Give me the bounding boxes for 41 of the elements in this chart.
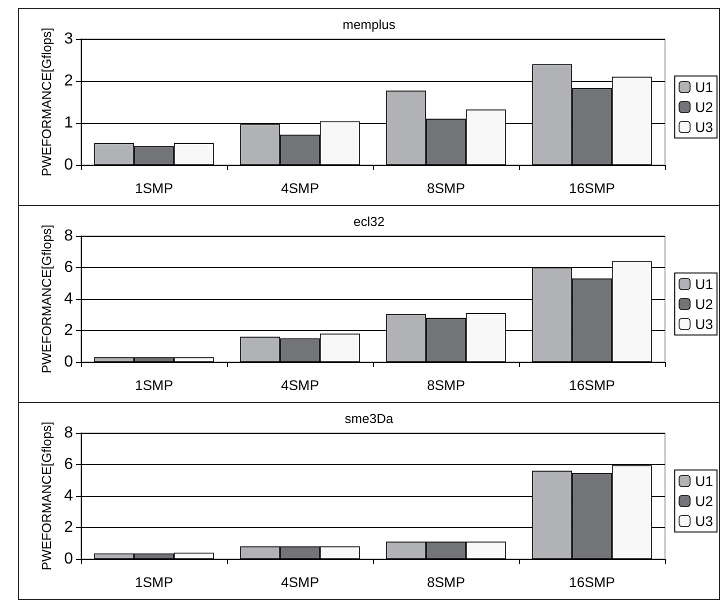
x-tick-label: 4SMP xyxy=(280,377,320,393)
x-tick-label: 16SMP xyxy=(569,574,615,590)
y-axis-title: PWEFORMANCE[Gflops] xyxy=(39,422,54,570)
y-axis-title: PWEFORMANCE[Gflops] xyxy=(39,224,54,374)
y-tick-label: 4 xyxy=(64,290,74,308)
x-tick-label: 16SMP xyxy=(569,377,615,393)
y-axis-title: PWEFORMANCE[Gflops] xyxy=(39,28,54,176)
y-tick-label: 2 xyxy=(64,322,74,339)
x-tick-label: 8SMP xyxy=(426,574,466,590)
x-tick-label: 1SMP xyxy=(134,377,174,393)
legend-label: U3 xyxy=(695,119,714,135)
x-tick-label: 1SMP xyxy=(134,180,174,196)
x-tick-label: 4SMP xyxy=(280,180,320,196)
y-tick-label: 6 xyxy=(64,456,74,473)
y-tick-label: 2 xyxy=(64,72,74,90)
y-tick-label: 0 xyxy=(64,550,74,568)
y-tick-label: 8 xyxy=(64,228,74,244)
y-tick-label: 6 xyxy=(64,259,74,276)
legend-label: U1 xyxy=(695,473,714,489)
y-tick-label: 0 xyxy=(64,156,74,174)
x-tick-label: 16SMP xyxy=(569,180,615,196)
legend-label: U2 xyxy=(695,296,714,312)
y-tick-label: 3 xyxy=(64,30,74,48)
legend-label: U3 xyxy=(695,316,714,332)
chart-title: ecl32 xyxy=(353,214,385,229)
y-tick-label: 2 xyxy=(64,519,74,536)
x-tick-label: 1SMP xyxy=(134,574,174,590)
legend-label: U2 xyxy=(695,99,714,115)
x-tick-label: 8SMP xyxy=(426,180,466,196)
legend-label: U1 xyxy=(695,79,714,95)
x-tick-label: 8SMP xyxy=(426,377,466,393)
y-tick-label: 1 xyxy=(64,114,74,132)
y-tick-label: 0 xyxy=(64,354,74,370)
y-tick-label: 4 xyxy=(64,488,74,504)
y-tick-label: 8 xyxy=(64,424,74,442)
legend-label: U3 xyxy=(695,513,714,529)
chart-title: sme3Da xyxy=(344,411,394,426)
chart-title: memplus xyxy=(342,17,396,32)
legend-label: U2 xyxy=(695,493,714,509)
legend-label: U1 xyxy=(695,276,714,292)
x-tick-label: 4SMP xyxy=(280,574,320,590)
